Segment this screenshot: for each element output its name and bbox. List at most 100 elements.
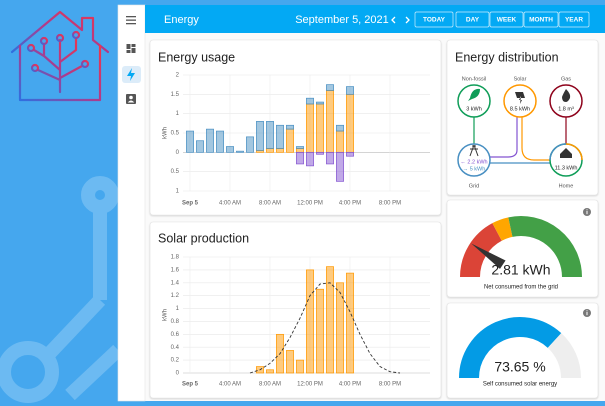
y-tick-label: 0.5 xyxy=(171,131,180,137)
bar xyxy=(326,84,334,91)
gauge-card xyxy=(446,199,599,298)
gauge-arc xyxy=(547,333,581,379)
bar xyxy=(316,151,324,155)
overview-icon[interactable] xyxy=(126,44,136,53)
y-tick-label: 0 xyxy=(176,150,180,156)
period-button[interactable] xyxy=(489,11,524,28)
bar xyxy=(256,121,264,151)
gauge-value: 2.81 kWh xyxy=(491,262,550,278)
info-icon[interactable] xyxy=(583,208,591,216)
x-tick-label: 8:00 PM xyxy=(379,201,401,207)
background-decoration xyxy=(0,176,123,403)
period-button[interactable] xyxy=(414,11,454,28)
solar-production-card xyxy=(149,221,442,399)
bar xyxy=(306,269,314,374)
bar xyxy=(266,148,274,153)
period-buttons: TODAY DAY WEEK MONTH YEAR xyxy=(414,11,590,28)
period-button-label: YEAR xyxy=(565,17,583,24)
y-tick-label: 0.6 xyxy=(171,332,180,338)
bar xyxy=(266,369,274,374)
bar xyxy=(346,272,354,374)
gauge-arc xyxy=(459,317,562,379)
solar-node[interactable] xyxy=(503,84,537,118)
bar xyxy=(266,121,274,149)
bar xyxy=(346,93,354,153)
y-tick-label: 1.6 xyxy=(171,267,180,273)
y-tick-label: 2 xyxy=(176,73,180,79)
bar xyxy=(276,148,284,153)
bar xyxy=(216,130,224,153)
node-value: 11.3 kWh xyxy=(555,165,578,171)
gauge-arc xyxy=(508,216,582,278)
card-title: Solar production xyxy=(158,231,249,245)
home-icon xyxy=(560,148,572,158)
period-button[interactable] xyxy=(523,11,559,28)
bar xyxy=(336,124,344,132)
gauge-arc xyxy=(492,217,513,241)
y-tick-label: 0.8 xyxy=(171,319,180,325)
y-tick-label: 0.2 xyxy=(171,358,180,364)
period-button-label: MONTH xyxy=(529,17,553,24)
gauge-card xyxy=(446,302,599,399)
energy-icon[interactable] xyxy=(127,68,135,81)
x-tick-label: Sep 5 xyxy=(182,201,199,207)
bar xyxy=(346,86,354,95)
bar xyxy=(316,101,324,105)
node-value: 3 kWh xyxy=(466,106,482,112)
x-tick-label: 12:00 PM xyxy=(297,382,323,388)
home-ring xyxy=(549,143,567,161)
period-button[interactable] xyxy=(455,11,490,28)
x-tick-label: 12:00 PM xyxy=(297,201,323,207)
y-tick-label: 1.4 xyxy=(171,280,180,286)
period-button[interactable] xyxy=(558,11,590,28)
period-button-label: WEEK xyxy=(497,17,517,24)
bar xyxy=(286,128,294,153)
sidebar xyxy=(117,4,146,402)
bar xyxy=(246,136,254,153)
bar xyxy=(286,350,294,374)
bar xyxy=(326,151,334,165)
y-tick-label: 0.5 xyxy=(171,169,180,175)
node-label: Grid xyxy=(469,183,479,189)
bar xyxy=(296,359,304,374)
page-title: Energy xyxy=(164,14,199,26)
y-tick-label: 1 xyxy=(176,306,180,312)
grid-node[interactable] xyxy=(457,143,491,177)
bar xyxy=(346,151,354,157)
forecast-line xyxy=(249,282,401,374)
y-tick-label: 0.4 xyxy=(171,345,180,351)
solar-icon xyxy=(515,92,525,104)
previous-button[interactable] xyxy=(391,16,396,24)
bar xyxy=(336,130,344,153)
x-tick-label: 4:00 PM xyxy=(339,201,361,207)
leaf-icon xyxy=(468,88,480,101)
node-value: 1.8 m³ xyxy=(558,106,574,112)
node-value: 8.5 kWh xyxy=(510,106,530,112)
flow-lines xyxy=(473,117,567,164)
top-bar xyxy=(145,5,605,33)
gauge-label: Self consumed solar energy xyxy=(483,382,557,388)
non-fossil-node[interactable] xyxy=(457,84,491,118)
menu-icon[interactable] xyxy=(126,16,136,25)
period-button-label: TODAY xyxy=(423,17,446,24)
gauge-arc xyxy=(460,223,503,278)
x-tick-label: 8:00 AM xyxy=(259,201,281,207)
grid-icon xyxy=(469,144,479,157)
y-tick-label: 1.8 xyxy=(171,255,180,261)
profile-icon[interactable] xyxy=(126,94,136,104)
bar xyxy=(286,124,294,130)
x-tick-label: 4:00 AM xyxy=(219,382,241,388)
info-icon[interactable] xyxy=(583,309,591,317)
y-axis-label: kWh xyxy=(163,127,169,139)
next-button[interactable] xyxy=(405,16,410,24)
bar xyxy=(206,128,214,153)
gauge-label: Net consumed from the grid xyxy=(484,285,558,291)
gauge-value: 73.65 % xyxy=(494,359,545,375)
node-value: → 5 kWh xyxy=(463,166,486,172)
bar xyxy=(316,288,324,374)
y-tick-label: 1 xyxy=(176,189,180,195)
card-title: Energy usage xyxy=(158,50,235,64)
